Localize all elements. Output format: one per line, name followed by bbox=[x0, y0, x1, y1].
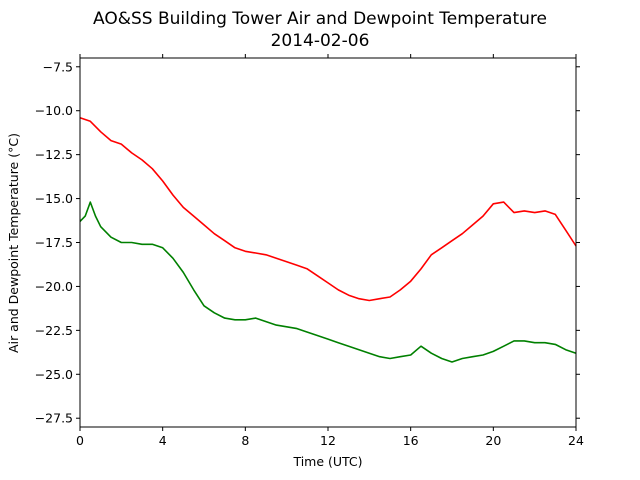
x-tick-label: 20 bbox=[485, 433, 501, 448]
y-tick-label: −17.5 bbox=[35, 235, 73, 250]
chart-title: AO&SS Building Tower Air and Dewpoint Te… bbox=[93, 9, 547, 29]
plot-area bbox=[79, 57, 577, 428]
y-tick-label: −25.0 bbox=[35, 367, 73, 382]
y-tick-label: −15.0 bbox=[35, 191, 73, 206]
x-tick-label: 0 bbox=[76, 433, 84, 448]
series-line-1 bbox=[79, 116, 577, 302]
x-axis-label: Time (UTC) bbox=[292, 454, 362, 469]
x-tick-label: 8 bbox=[241, 433, 249, 448]
y-tick-label: −22.5 bbox=[35, 323, 73, 338]
y-tick-label: −20.0 bbox=[35, 279, 73, 294]
y-tick-label: −12.5 bbox=[35, 147, 73, 162]
chart-subtitle: 2014-02-06 bbox=[271, 31, 370, 51]
x-tick-label: 12 bbox=[320, 433, 336, 448]
x-tick-label: 16 bbox=[403, 433, 419, 448]
x-tick-label: 4 bbox=[159, 433, 167, 448]
y-tick-label: −7.5 bbox=[43, 59, 73, 74]
series-line-2 bbox=[79, 201, 577, 363]
y-tick-label: −27.5 bbox=[35, 411, 73, 426]
x-axis: 0 4 8 12 16 20 24 bbox=[76, 54, 584, 448]
y-axis: −27.5 −25.0 −22.5 −20.0 −17.5 −15.0 −12.5 −10.0… bbox=[35, 59, 580, 426]
plot-frame bbox=[79, 57, 577, 428]
y-tick-label: −10.0 bbox=[35, 103, 73, 118]
x-tick-label: 24 bbox=[568, 433, 584, 448]
y-axis-label: Air and Dewpoint Temperature (°C) bbox=[6, 133, 21, 353]
